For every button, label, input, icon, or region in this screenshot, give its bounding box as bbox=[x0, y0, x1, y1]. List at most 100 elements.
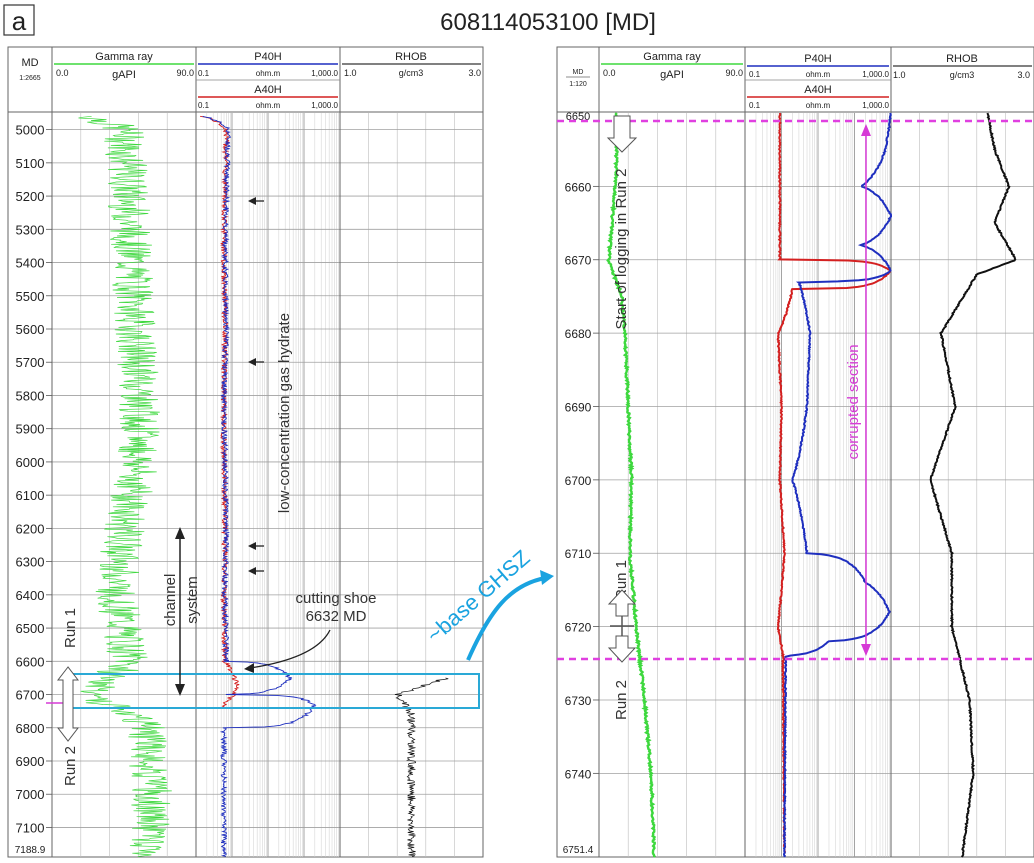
channel-label: channel bbox=[162, 574, 179, 627]
left-a40h-title: A40H bbox=[254, 84, 282, 96]
right-annotations: corrupted section Start of logging in Ru… bbox=[557, 115, 1034, 720]
right-rhob-min: 1.0 bbox=[893, 70, 906, 80]
left-header: MD 1:2665 Gamma ray 0.0 gAPI 90.0 P40H 0… bbox=[8, 47, 483, 857]
left-rhob-unit: g/cm3 bbox=[399, 68, 424, 78]
right-depth-ticks: 6660 6670 6680 6690 6700 6710 6720 6730 6740 bbox=[565, 180, 599, 781]
left-gamma-title: Gamma ray bbox=[95, 51, 153, 63]
depth-tick-label: 7000 bbox=[16, 787, 45, 802]
depth-tick-label: 6660 bbox=[565, 180, 592, 194]
right-run1-label: Run 1 bbox=[613, 560, 630, 600]
hydrate-label: low-concentration gas hydrate bbox=[276, 313, 293, 513]
right-a40h-max: 1,000.0 bbox=[862, 101, 889, 110]
right-p40h-min: 0.1 bbox=[749, 70, 761, 79]
depth-tick-label: 6710 bbox=[565, 547, 592, 561]
depth-tick-label: 5800 bbox=[16, 388, 45, 403]
right-p40h-max: 1,000.0 bbox=[862, 70, 889, 79]
right-gamma-min: 0.0 bbox=[603, 68, 616, 78]
left-run-double-arrow bbox=[56, 666, 80, 742]
hydrate-arrows bbox=[248, 197, 264, 575]
depth-tick-label: 6300 bbox=[16, 555, 45, 570]
right-md-scale: 1:120 bbox=[569, 81, 587, 88]
right-rhob-title: RHOB bbox=[946, 53, 978, 65]
right-rhob-max: 3.0 bbox=[1017, 70, 1030, 80]
depth-tick-label: 5700 bbox=[16, 355, 45, 370]
left-p40h-max: 1,000.0 bbox=[311, 69, 338, 78]
right-bottom-depth: 6751.4 bbox=[563, 845, 594, 856]
panel-label-box bbox=[3, 4, 35, 36]
left-gamma-min: 0.0 bbox=[56, 68, 69, 78]
depth-tick-label: 6720 bbox=[565, 621, 592, 635]
depth-tick-label: 6700 bbox=[565, 474, 592, 488]
start-logging-label: Start of logging in Run 2 bbox=[613, 169, 630, 330]
left-rhob-min: 1.0 bbox=[344, 68, 357, 78]
left-panel-frame bbox=[7, 46, 484, 858]
depth-tick-label: 6690 bbox=[565, 400, 592, 414]
left-bottom-depth: 7188.9 bbox=[15, 845, 46, 856]
right-run2-arrow bbox=[607, 635, 637, 663]
left-gamma-unit: gAPI bbox=[112, 69, 136, 81]
depth-tick-label: 6680 bbox=[565, 327, 592, 341]
left-p40h-curve bbox=[202, 115, 317, 857]
right-p40h-title: P40H bbox=[804, 53, 832, 65]
left-a40h-max: 1,000.0 bbox=[311, 101, 338, 110]
depth-tick-label: 5100 bbox=[16, 156, 45, 171]
right-grid bbox=[599, 113, 1034, 857]
left-depth-ticks: 5000 5100 5200 5300 5400 5500 5600 5700 5800 5900… bbox=[16, 123, 52, 835]
shoe-pointer bbox=[249, 629, 331, 669]
figure-title: 608114053100 [MD] bbox=[440, 9, 656, 36]
right-header: MD 1:120 Gamma ray 0.0 gAPI 90.0 P40H 0.… bbox=[557, 47, 1034, 857]
depth-tick-label: 6730 bbox=[565, 694, 592, 708]
left-md-header: MD bbox=[21, 57, 38, 69]
right-log-panel: MD 1:120 Gamma ray 0.0 gAPI 90.0 P40H 0.… bbox=[556, 46, 1034, 858]
right-a40h-curve bbox=[776, 112, 891, 855]
left-run1-label: Run 1 bbox=[62, 608, 79, 648]
depth-tick-label: 6400 bbox=[16, 588, 45, 603]
shoe-label-2: 6632 MD bbox=[306, 608, 367, 625]
depth-tick-label: 6670 bbox=[565, 254, 592, 268]
corrupted-label: corrupted section bbox=[845, 344, 862, 459]
right-gamma-title: Gamma ray bbox=[643, 51, 701, 63]
right-a40h-min: 0.1 bbox=[749, 101, 761, 110]
left-md-scale: 1:2665 bbox=[19, 75, 41, 82]
right-p40h-curve bbox=[782, 112, 892, 858]
ghsz-arrow bbox=[466, 576, 546, 661]
right-run2-label: Run 2 bbox=[613, 680, 630, 720]
start-logging-arrow bbox=[606, 115, 638, 153]
left-a40h-min: 0.1 bbox=[198, 101, 210, 110]
right-gamma-unit: gAPI bbox=[660, 69, 684, 81]
depth-tick-label: 6800 bbox=[16, 721, 45, 736]
right-curves bbox=[606, 112, 1017, 858]
depth-tick-label: 5300 bbox=[16, 222, 45, 237]
left-gamma-curve bbox=[78, 115, 172, 857]
depth-tick-label: 6000 bbox=[16, 455, 45, 470]
right-panel-frame bbox=[556, 46, 1034, 858]
left-rhob-title: RHOB bbox=[395, 51, 427, 63]
panel-label: a bbox=[12, 6, 27, 36]
depth-tick-label: 6900 bbox=[16, 754, 45, 769]
right-gamma-curve bbox=[606, 112, 657, 858]
depth-tick-label: 5500 bbox=[16, 289, 45, 304]
depth-tick-label: 6740 bbox=[565, 767, 592, 781]
left-run2-label: Run 2 bbox=[62, 746, 79, 786]
depth-tick-label: 5600 bbox=[16, 322, 45, 337]
right-md-header: MD bbox=[573, 69, 584, 76]
depth-tick-label: 5200 bbox=[16, 189, 45, 204]
right-a40h-unit: ohm.m bbox=[806, 101, 831, 110]
right-rhob-curve bbox=[929, 112, 1017, 858]
left-a40h-unit: ohm.m bbox=[256, 101, 281, 110]
shoe-label-1: cutting shoe bbox=[296, 590, 377, 607]
depth-tick-label: 5900 bbox=[16, 422, 45, 437]
system-label: system bbox=[184, 576, 201, 624]
right-rhob-unit: g/cm3 bbox=[950, 70, 975, 80]
left-p40h-unit: ohm.m bbox=[256, 69, 281, 78]
depth-tick-label: 6600 bbox=[16, 654, 45, 669]
depth-tick-label: 6700 bbox=[16, 688, 45, 703]
depth-tick-label: 7100 bbox=[16, 820, 45, 835]
left-curves bbox=[78, 115, 449, 857]
depth-tick-label: 5000 bbox=[16, 123, 45, 138]
left-rhob-max: 3.0 bbox=[468, 68, 481, 78]
right-gamma-max: 90.0 bbox=[725, 68, 743, 78]
depth-tick-label: 5400 bbox=[16, 256, 45, 271]
